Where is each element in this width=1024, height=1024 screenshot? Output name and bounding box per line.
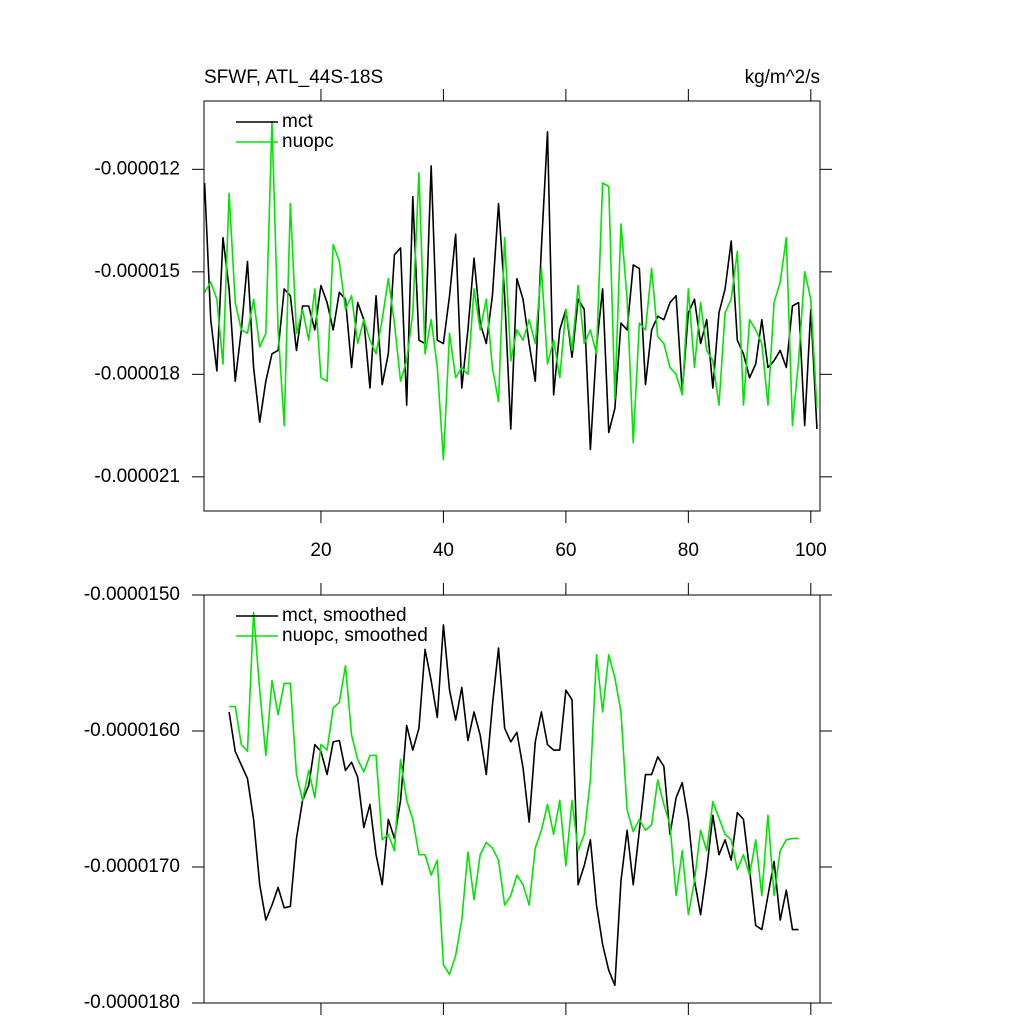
data-line <box>203 120 818 461</box>
y-tick-label: -0.0000150 <box>84 584 180 605</box>
x-tick-label: 100 <box>795 540 827 561</box>
y-tick-label: -0.000018 <box>94 363 180 384</box>
y-tick-label: -0.0000160 <box>84 720 180 741</box>
legend-label: nuopc, smoothed <box>282 625 428 646</box>
plot-frame <box>203 100 821 512</box>
units-label: kg/m^2/s <box>745 67 820 88</box>
x-tick-label: 60 <box>555 540 576 561</box>
legend-label: nuopc <box>282 131 334 152</box>
y-tick-label: -0.000021 <box>94 466 180 487</box>
x-tick-label: 80 <box>678 540 699 561</box>
data-line <box>203 130 818 451</box>
y-tick-label: -0.000015 <box>94 261 180 282</box>
x-tick-label: 20 <box>310 540 331 561</box>
data-line <box>228 624 799 987</box>
chart-title: SFWF, ATL_44S-18S <box>204 67 383 88</box>
plot-frame <box>203 594 821 1004</box>
legend-label: mct, smoothed <box>282 605 407 626</box>
y-tick-label: -0.0000170 <box>84 856 180 877</box>
x-tick-label: 40 <box>433 540 454 561</box>
y-tick-label: -0.0000180 <box>84 992 180 1013</box>
data-line <box>229 611 799 976</box>
y-tick-label: -0.000012 <box>94 158 180 179</box>
legend-label: mct <box>282 111 313 132</box>
